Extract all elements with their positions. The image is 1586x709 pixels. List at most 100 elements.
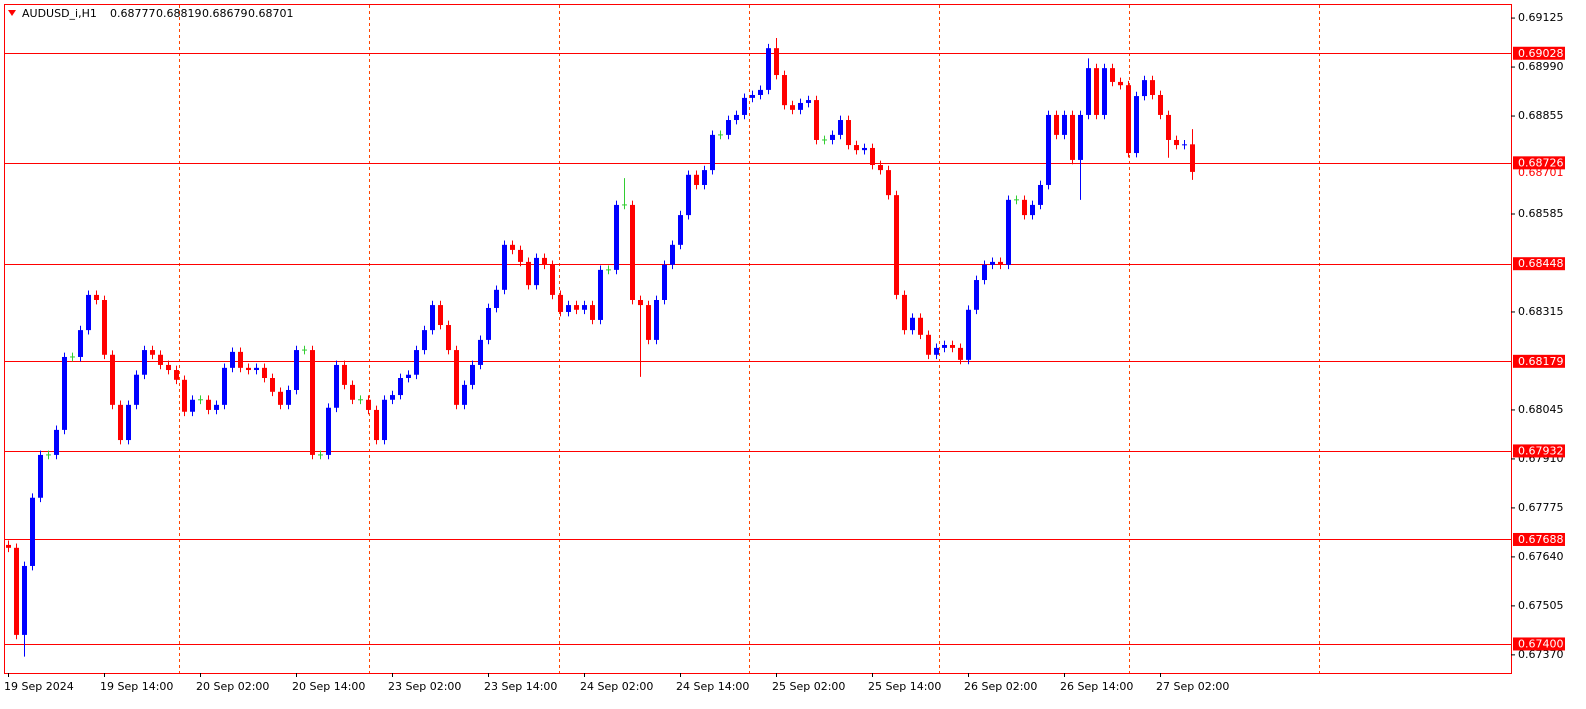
- x-tick-label: 25 Sep 14:00: [868, 680, 941, 693]
- candles: [6, 38, 1195, 657]
- candle-body: [406, 374, 411, 379]
- candle-body: [1110, 68, 1115, 82]
- candle-body: [142, 350, 147, 375]
- candle-body: [486, 307, 491, 340]
- candle-body: [1166, 114, 1171, 140]
- candle-body: [982, 264, 987, 281]
- candle-body: [1038, 184, 1043, 205]
- y-tick-label: 0.67505: [1518, 599, 1564, 612]
- candle-body: [374, 409, 379, 441]
- y-tick-label: 0.67640: [1518, 550, 1564, 563]
- candle-body: [702, 170, 707, 185]
- candle-body: [790, 105, 795, 110]
- candle-body: [326, 407, 331, 455]
- candle-body: [534, 257, 539, 286]
- candle-body: [14, 547, 19, 635]
- candle-body: [870, 147, 875, 166]
- x-tick-label: 23 Sep 02:00: [388, 680, 461, 693]
- candle-body: [262, 367, 267, 379]
- candle-body: [1086, 68, 1091, 115]
- candle-body: [846, 120, 851, 146]
- level-label-box: [1513, 444, 1565, 458]
- candle-body: [614, 204, 619, 270]
- level-label: 0.67400: [1518, 637, 1564, 650]
- title-arrow: [8, 10, 16, 16]
- candle-body: [1158, 94, 1163, 115]
- candle-body: [158, 354, 163, 365]
- candle-body: [382, 399, 387, 441]
- candle-body: [1118, 81, 1123, 86]
- candle-body: [998, 261, 1003, 265]
- candle-body: [958, 347, 963, 360]
- level-labels: 0.687010.690280.687260.684480.681790.679…: [1513, 46, 1565, 651]
- candle-body: [590, 305, 595, 320]
- x-tick-label: 25 Sep 02:00: [772, 680, 845, 693]
- candle-body: [974, 280, 979, 310]
- levels: [5, 53, 1511, 645]
- x-tick-label: 19 Sep 14:00: [100, 680, 173, 693]
- candle-body: [398, 378, 403, 396]
- level-label: 0.68179: [1518, 355, 1564, 368]
- candle-body: [1046, 114, 1051, 185]
- candle-body: [494, 289, 499, 308]
- candle-body: [1150, 80, 1155, 95]
- candle-body: [350, 384, 355, 400]
- candle-body: [1054, 114, 1059, 135]
- candle-body: [38, 454, 43, 498]
- candle-body: [54, 429, 59, 455]
- candle-body: [838, 120, 843, 135]
- candle-body: [238, 351, 243, 368]
- candle-body: [206, 399, 211, 410]
- candle-body: [182, 379, 187, 412]
- candle-body: [782, 75, 787, 106]
- candle-body: [950, 344, 955, 348]
- candle-body: [62, 356, 67, 430]
- candle-body: [190, 399, 195, 412]
- candle-body: [542, 257, 547, 265]
- candle-body: [286, 389, 291, 405]
- candle-body: [1030, 204, 1035, 216]
- candle-body: [502, 244, 507, 290]
- candle-body: [902, 294, 907, 331]
- candle-body: [30, 497, 35, 566]
- candle-body: [646, 305, 651, 340]
- y-tick-label: 0.68855: [1518, 109, 1564, 122]
- candle-body: [150, 350, 155, 355]
- candle-body: [390, 395, 395, 400]
- candle-body: [510, 244, 515, 250]
- candle-body: [654, 299, 659, 340]
- title-close: 0.68701: [248, 7, 294, 20]
- level-label: 0.67688: [1518, 533, 1564, 546]
- candle-body: [798, 102, 803, 110]
- candle-body: [1174, 139, 1179, 146]
- level-label-box: [1513, 46, 1565, 60]
- candle-body: [166, 364, 171, 371]
- candle-body: [94, 294, 99, 300]
- candle-body: [558, 294, 563, 312]
- candle-body: [134, 374, 139, 405]
- candle-body: [598, 269, 603, 320]
- candle-body: [582, 305, 587, 310]
- candle-body: [1190, 144, 1195, 172]
- candle-body: [1070, 114, 1075, 160]
- y-tick-label: 0.68585: [1518, 207, 1564, 220]
- candle-body: [686, 174, 691, 216]
- y-tick-label: 0.68045: [1518, 403, 1564, 416]
- candle-body: [726, 120, 731, 135]
- candle-body: [414, 350, 419, 375]
- candle-body: [830, 134, 835, 140]
- x-tick-label: 19 Sep 2024: [4, 680, 74, 693]
- x-tick-label: 27 Sep 02:00: [1156, 680, 1229, 693]
- candle-body: [926, 334, 931, 355]
- level-label: 0.67932: [1518, 444, 1564, 457]
- candle-body: [750, 94, 755, 98]
- x-tick-label: 24 Sep 14:00: [676, 680, 749, 693]
- candle-body: [814, 100, 819, 140]
- candle-body: [758, 89, 763, 95]
- level-label: 0.69028: [1518, 47, 1564, 60]
- candle-body: [126, 404, 131, 441]
- level-label-box: [1513, 156, 1565, 170]
- candle-body: [446, 325, 451, 351]
- candle-body: [254, 367, 259, 371]
